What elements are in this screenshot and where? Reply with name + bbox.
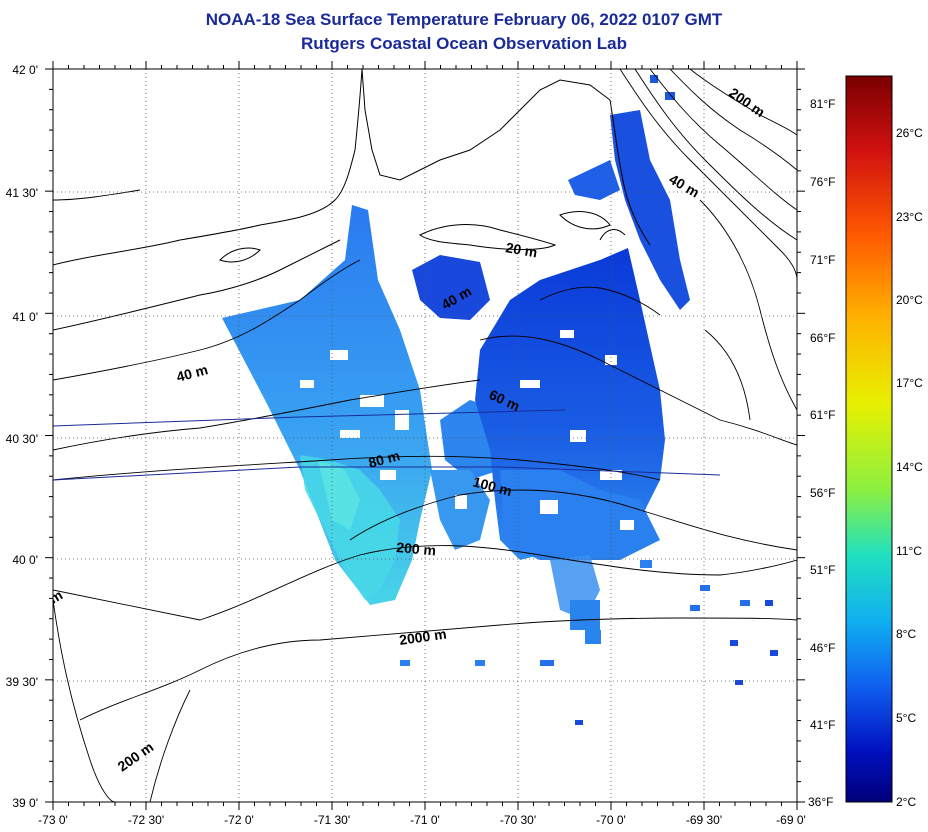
celsius-label: 26°C (896, 126, 923, 140)
fahrenheit-label: 71°F (810, 253, 835, 267)
lat-label: 39 0' (12, 796, 38, 810)
coastline (53, 69, 651, 331)
celsius-label: 8°C (896, 627, 916, 641)
colorbar (845, 75, 893, 803)
contour-label: 2000 m (398, 626, 447, 648)
sst-swath-east (475, 110, 690, 620)
lon-label: -71 0' (410, 813, 440, 827)
scattered-pixels (400, 75, 778, 725)
map-content: 200 m 40 m 20 m 40 m 40 m 60 m 80 m 100 … (53, 69, 797, 802)
celsius-label: 2°C (896, 795, 916, 809)
latitude-labels: 42 0' 41 30' 41 0' 40 30' 40 0' 39 30' 3… (6, 63, 38, 810)
axis-ticks (45, 61, 805, 810)
celsius-label: 23°C (896, 210, 923, 224)
celsius-label: 14°C (896, 460, 923, 474)
lat-label: 42 0' (12, 63, 38, 77)
celsius-label: 11°C (896, 544, 922, 558)
fahrenheit-label: 51°F (810, 563, 835, 577)
celsius-label: 5°C (896, 711, 916, 725)
contour-label: 200 m (396, 539, 437, 558)
fahrenheit-label: 41°F (810, 718, 835, 732)
longitude-labels: -73 0' -72 30' -72 0' -71 30' -71 0' -70… (38, 813, 806, 827)
lon-label: -72 30' (128, 813, 164, 827)
celsius-label: 20°C (896, 293, 923, 307)
fahrenheit-scale: 81°F 76°F 71°F 66°F 61°F 56°F 51°F 46°F … (808, 97, 835, 809)
celsius-scale: 26°C 23°C 20°C 17°C 14°C 11°C 8°C 5°C 2°… (896, 126, 923, 809)
contour-label: 80 m (367, 447, 402, 471)
lat-label: 40 0' (12, 553, 38, 567)
fahrenheit-label: 61°F (810, 408, 835, 422)
fahrenheit-label: 46°F (810, 641, 835, 655)
lon-label: -70 30' (500, 813, 536, 827)
lat-label: 39 30' (6, 675, 38, 689)
fahrenheit-label: 76°F (810, 175, 835, 189)
lat-label: 41 30' (6, 186, 38, 200)
contour-label: 20 m (504, 239, 538, 260)
lon-label: -70 0' (596, 813, 626, 827)
fahrenheit-label: 56°F (810, 486, 835, 500)
graticule (53, 69, 797, 802)
map-subtitle: Rutgers Coastal Ocean Observation Lab (301, 34, 627, 53)
fahrenheit-label: 36°F (808, 795, 833, 809)
fahrenheit-label: 66°F (810, 331, 835, 345)
depth-contours (53, 69, 797, 802)
lon-label: -69 0' (776, 813, 806, 827)
lat-label: 40 30' (6, 432, 38, 446)
lon-label: -69 30' (686, 813, 722, 827)
lon-label: -71 30' (314, 813, 350, 827)
lon-label: -72 0' (224, 813, 254, 827)
contour-label: 40 m (175, 361, 210, 385)
celsius-label: 17°C (896, 376, 923, 390)
map-title: NOAA-18 Sea Surface Temperature February… (205, 10, 723, 29)
fahrenheit-label: 81°F (810, 97, 835, 111)
cloud-mask (300, 330, 634, 530)
lat-label: 41 0' (12, 310, 38, 324)
lon-label: -73 0' (38, 813, 68, 827)
transect-lines (53, 409, 721, 481)
